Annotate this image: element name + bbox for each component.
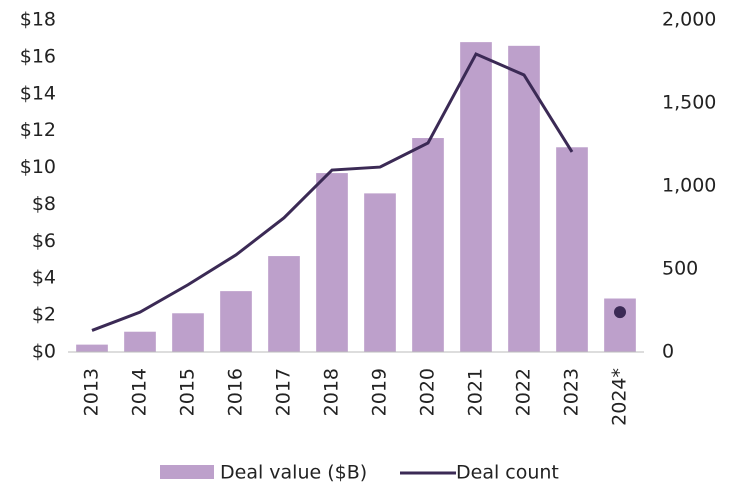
x-tick-label: 2014 xyxy=(129,368,151,416)
x-tick-label: 2020 xyxy=(417,368,439,416)
x-tick-label: 2019 xyxy=(369,368,391,416)
y-tick-label: $2 xyxy=(32,304,56,326)
bar xyxy=(364,193,396,352)
bar xyxy=(268,256,300,352)
y-tick-label: $18 xyxy=(20,9,56,31)
x-tick-label: 2013 xyxy=(81,368,103,416)
y-tick-label: $10 xyxy=(20,156,56,178)
x-tick-label: 2023 xyxy=(561,368,583,416)
bar xyxy=(556,147,588,352)
bar xyxy=(220,291,252,352)
bar xyxy=(76,344,108,352)
x-tick-label: 2022 xyxy=(513,368,535,416)
y-tick-label: $4 xyxy=(32,267,56,289)
y-tick-label: $6 xyxy=(32,230,56,252)
bar xyxy=(316,173,348,352)
y-tick-label: $14 xyxy=(20,82,56,104)
y-tick-label: $8 xyxy=(32,193,56,215)
y2-tick-label: 0 xyxy=(662,341,674,363)
y2-tick-label: 2,000 xyxy=(662,9,716,31)
bar xyxy=(412,138,444,352)
legend-swatch xyxy=(160,465,214,479)
x-tick-label: 2021 xyxy=(465,368,487,416)
x-tick-label: 2024* xyxy=(609,368,631,426)
legend-label: Deal value ($B) xyxy=(220,462,367,484)
point xyxy=(614,306,626,319)
x-tick-label: 2016 xyxy=(225,368,247,416)
y2-tick-label: 1,000 xyxy=(662,175,716,197)
bar xyxy=(124,331,156,352)
y2-tick-label: 500 xyxy=(662,258,698,280)
y-tick-label: $0 xyxy=(32,341,56,363)
y-tick-label: $16 xyxy=(20,45,56,67)
x-tick-label: 2015 xyxy=(177,368,199,416)
x-tick-label: 2018 xyxy=(321,368,343,416)
y2-tick-label: 1,500 xyxy=(662,92,716,114)
line xyxy=(91,52,574,332)
x-tick-label: 2017 xyxy=(273,368,295,416)
bar xyxy=(172,313,204,352)
bar xyxy=(508,45,540,352)
bar xyxy=(460,42,492,353)
legend-label: Deal count xyxy=(456,462,559,484)
y-tick-label: $12 xyxy=(20,119,56,141)
